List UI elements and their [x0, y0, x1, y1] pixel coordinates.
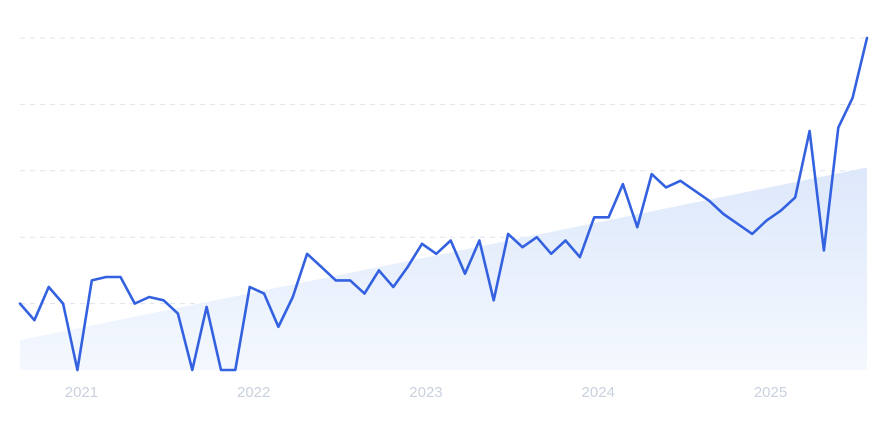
trend-area-fill: [20, 167, 867, 370]
x-tick-label: 2021: [65, 384, 98, 401]
x-tick-label: 2024: [582, 384, 615, 401]
trend-area: [20, 167, 867, 370]
series-line: [18, 36, 869, 372]
x-tick-label: 2023: [409, 384, 442, 401]
interest-series: [18, 36, 869, 372]
x-axis-ticks: 2021 2022 2023 2024 2025: [65, 384, 787, 401]
x-tick-label: 2022: [237, 384, 270, 401]
x-tick-label: 2025: [754, 384, 787, 401]
